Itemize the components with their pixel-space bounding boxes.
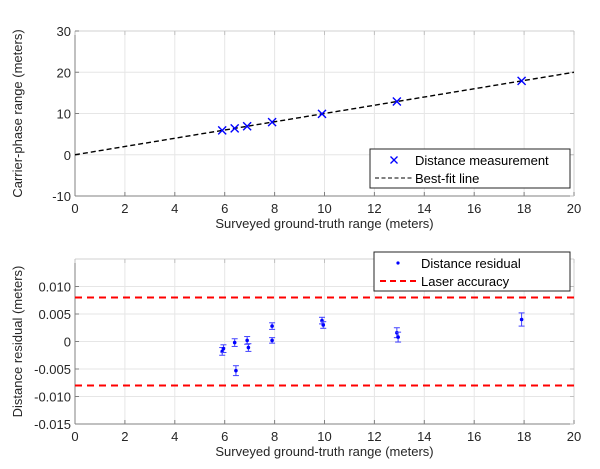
- y-tick-label: -0.005: [34, 362, 71, 377]
- x-tick-label: 0: [71, 429, 78, 444]
- x-axis-label: Surveyed ground-truth range (meters): [215, 216, 433, 231]
- marker-stroke: [317, 109, 327, 119]
- legend: Distance residual Laser accuracy: [373, 251, 571, 292]
- y-tick-label: 0: [64, 148, 71, 163]
- marker-stroke: [267, 117, 277, 127]
- x-tick-label: 4: [171, 429, 178, 444]
- marker-stroke: [392, 97, 402, 107]
- x-tick-label: 4: [171, 201, 178, 216]
- y-tick-label: 20: [57, 65, 71, 80]
- x-tick-label: 10: [317, 429, 331, 444]
- residual-point: [232, 365, 239, 377]
- legend: Distance measurement Best-fit line: [369, 148, 571, 189]
- x-tick-label: 18: [517, 201, 531, 216]
- x-tick-label: 18: [517, 429, 531, 444]
- legend-box: [369, 148, 571, 189]
- residual-point: [245, 343, 252, 352]
- data-point-x-marker: [242, 121, 252, 131]
- y-tick-label: -0.015: [34, 417, 71, 432]
- data-point-dot: [221, 346, 226, 351]
- x-tick-label: 6: [221, 429, 228, 444]
- x-tick-label: 8: [271, 201, 278, 216]
- marker-stroke: [217, 125, 227, 135]
- data-point-x-marker: [317, 109, 327, 119]
- x-tick-label: 16: [467, 201, 481, 216]
- x-axis-label: Surveyed ground-truth range (meters): [215, 444, 433, 459]
- legend-x-marker-icon: [390, 156, 398, 164]
- x-tick-label: 14: [417, 429, 431, 444]
- legend-label: Best-fit line: [415, 171, 479, 186]
- residual-point: [518, 312, 525, 327]
- data-point-x-marker: [230, 123, 240, 133]
- data-point-dot: [246, 345, 251, 350]
- marker-stroke: [230, 123, 240, 133]
- legend-label: Laser accuracy: [421, 274, 510, 289]
- residual-point: [395, 331, 402, 343]
- plot-marks: [75, 296, 574, 387]
- residual-point: [269, 337, 276, 344]
- y-tick-label: 0.010: [38, 280, 71, 295]
- marker-stroke: [242, 121, 252, 131]
- plot-marks: [75, 71, 574, 156]
- residual-point: [220, 344, 227, 353]
- y-tick-label: -0.010: [34, 390, 71, 405]
- legend-label: Distance residual: [421, 256, 521, 271]
- data-point-x-marker: [392, 97, 402, 107]
- residual-point: [231, 338, 238, 347]
- data-point-x-marker: [267, 117, 277, 127]
- x-tick-label: 16: [467, 429, 481, 444]
- x-tick-label: 20: [567, 201, 581, 216]
- best-fit-line: [75, 71, 574, 156]
- data-point-dot: [396, 335, 400, 339]
- chart-panel-2: 0 2 4 6 8 10 12 14 16 18 20 -0.015 -0.010 -0.005 0 0.00…: [10, 251, 581, 459]
- legend-label: Distance measurement: [415, 153, 549, 168]
- x-tick-label: 2: [121, 201, 128, 216]
- x-tick-label: 0: [71, 201, 78, 216]
- data-point-dot: [321, 323, 326, 327]
- residual-point: [320, 321, 327, 329]
- data-point-dot: [519, 317, 524, 322]
- data-point-dot: [270, 338, 274, 343]
- x-tick-label: 8: [271, 429, 278, 444]
- x-tick-label: 6: [221, 201, 228, 216]
- y-axis-label: Carrier-phase range (meters): [10, 29, 25, 197]
- y-tick-label: 30: [57, 24, 71, 39]
- legend-dot-marker-icon: [396, 261, 400, 265]
- x-tick-label: 12: [367, 429, 381, 444]
- y-axis-label: Distance residual (meters): [10, 266, 25, 418]
- data-point-dot: [234, 368, 238, 373]
- y-tick-label: -10: [52, 189, 71, 204]
- legend-box: [373, 251, 571, 292]
- data-point-dot: [245, 338, 249, 343]
- marker-stroke: [517, 76, 527, 86]
- data-point-x-marker: [517, 76, 527, 86]
- residual-point: [269, 322, 276, 330]
- residual-point: [244, 336, 251, 345]
- x-tick-label: 20: [567, 429, 581, 444]
- y-tick-label: 10: [57, 107, 71, 122]
- y-tick-label: 0: [64, 335, 71, 350]
- data-point-dot: [270, 324, 274, 328]
- data-point-dot: [232, 340, 237, 345]
- x-tick-label: 14: [417, 201, 431, 216]
- x-tick-label: 2: [121, 429, 128, 444]
- x-tick-label: 12: [367, 201, 381, 216]
- data-point-x-marker: [217, 125, 227, 135]
- y-tick-label: 0.005: [38, 307, 71, 322]
- x-tick-label: 10: [317, 201, 331, 216]
